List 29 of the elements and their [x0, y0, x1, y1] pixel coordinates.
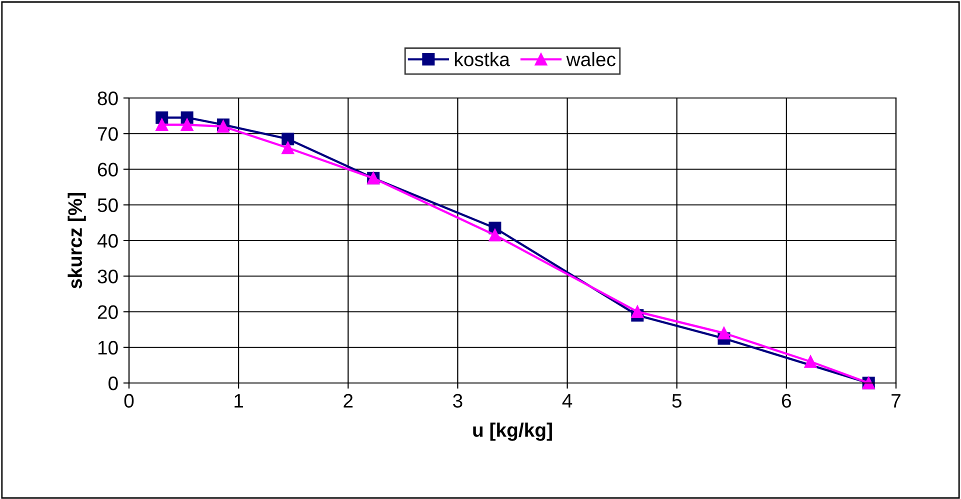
point — [488, 228, 502, 242]
y-axis-title: skurcz [%] — [68, 192, 86, 288]
x-tick-label: 7 — [892, 394, 900, 408]
x-axis-title: u [kg/kg] — [473, 422, 552, 441]
y-tick-label: 40 — [97, 234, 118, 248]
point — [282, 142, 294, 154]
y-tick-label: 30 — [98, 270, 118, 284]
point — [718, 326, 730, 340]
x-tick-label: 4 — [562, 394, 572, 408]
point — [156, 118, 168, 131]
x-tick-label: 6 — [782, 394, 791, 408]
y-tick-label: 50 — [98, 198, 118, 212]
x-tick-label: 0 — [124, 394, 134, 408]
y-tick-label: 0 — [108, 376, 118, 390]
y-tick-label: 60 — [98, 162, 118, 176]
point — [804, 355, 817, 368]
legend-label: kostka — [455, 52, 510, 66]
x-tick-label: 2 — [344, 394, 353, 408]
y-tick-label: 80 — [98, 91, 118, 106]
y-tick-label: 20 — [98, 305, 118, 319]
point — [631, 306, 644, 318]
y-tick-label: 10 — [98, 340, 118, 355]
x-tick-label: 1 — [234, 394, 244, 408]
y-tick-label: 70 — [98, 127, 118, 141]
point — [180, 118, 194, 131]
x-tick-label: 3 — [453, 394, 462, 408]
legend-label: walec — [566, 52, 616, 66]
x-tick-label: 5 — [672, 394, 682, 408]
point — [282, 132, 294, 146]
